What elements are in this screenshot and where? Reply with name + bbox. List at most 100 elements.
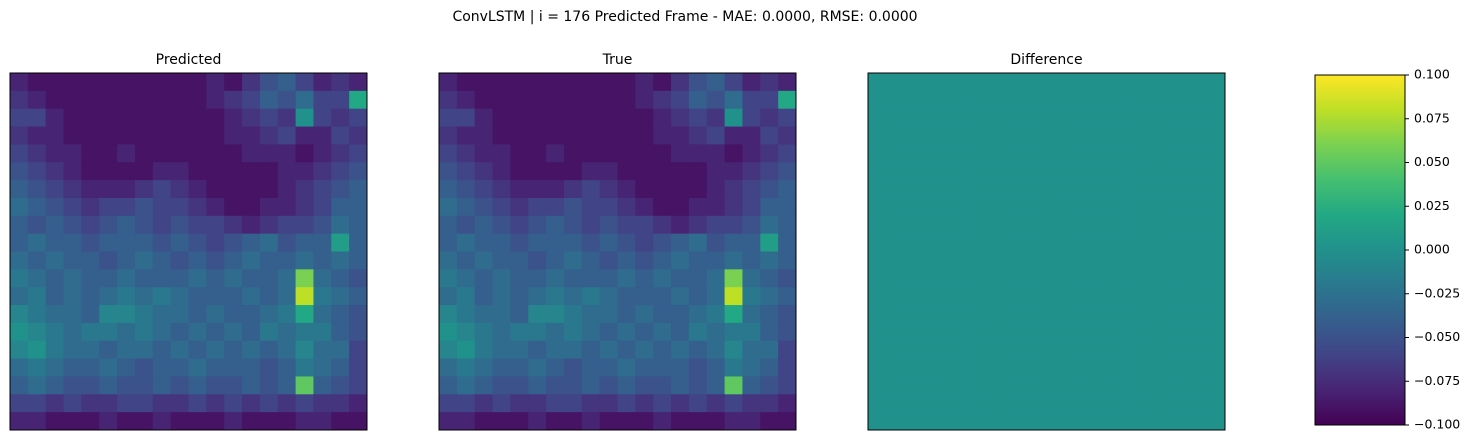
heatmap-cell [868, 340, 887, 360]
heatmap-cell [45, 215, 65, 235]
heatmap-cell [313, 358, 332, 377]
panel-title: True [602, 52, 633, 68]
heatmap-cell [224, 215, 243, 235]
heatmap-cell [295, 126, 314, 145]
heatmap-cell [546, 126, 565, 145]
heatmap-cell [706, 251, 726, 270]
heatmap-cell [1171, 340, 1190, 360]
heatmap-cell [546, 233, 565, 252]
heatmap-cell [617, 126, 636, 145]
heatmap-cell [510, 233, 529, 252]
heatmap-cell [706, 287, 726, 306]
heatmap-cell [563, 305, 583, 324]
heatmap-cell [242, 126, 261, 145]
heatmap-cell [456, 251, 476, 270]
heatmap-cell [81, 287, 100, 306]
heatmap-cell [957, 108, 976, 128]
heatmap-cell [474, 269, 494, 288]
heatmap-cell [778, 358, 797, 377]
heatmap-cell [439, 90, 458, 110]
heatmap-cell [152, 90, 172, 110]
heatmap-cell [10, 269, 29, 288]
heatmap-cell [439, 197, 458, 217]
heatmap-cell [1028, 215, 1047, 235]
heatmap-cell [456, 215, 476, 235]
heatmap-cell [1153, 197, 1172, 217]
heatmap-cell [313, 108, 332, 128]
heatmap-cell [724, 412, 743, 431]
heatmap-cell [1207, 108, 1226, 128]
heatmap-cell [492, 73, 511, 92]
heatmap-cell [921, 126, 940, 145]
heatmap-cell [671, 322, 690, 342]
heatmap-cell [778, 322, 797, 342]
heatmap-cell [688, 394, 708, 413]
heatmap-cell [1028, 251, 1047, 270]
heatmap-cell [1010, 108, 1030, 128]
heatmap-cell [760, 322, 779, 342]
heatmap-cell [224, 162, 243, 181]
heatmap-cell [992, 412, 1012, 431]
heatmap-cell [510, 251, 529, 270]
heatmap-cell [1010, 394, 1030, 413]
heatmap-cell [510, 305, 529, 324]
heatmap-cell [903, 108, 923, 128]
heatmap-cell [63, 233, 82, 252]
heatmap-cell [313, 126, 332, 145]
heatmap-cell [492, 162, 511, 181]
heatmap-cell [653, 322, 672, 342]
heatmap-cell [546, 215, 565, 235]
heatmap-cell [778, 412, 797, 431]
heatmap-cell [528, 215, 547, 235]
heatmap-cell [563, 144, 583, 163]
heatmap-cell [742, 322, 761, 342]
heatmap-cell [439, 376, 458, 395]
heatmap-cell [27, 126, 47, 145]
heatmap-cell [10, 215, 29, 235]
heatmap-cell [688, 305, 708, 324]
heatmap-cell [1153, 412, 1172, 431]
heatmap-cell [134, 108, 154, 128]
heatmap-cell [439, 340, 458, 360]
heatmap-cell [957, 215, 976, 235]
heatmap-cell [1046, 322, 1065, 342]
heatmap-cell [27, 180, 47, 199]
heatmap-cell [706, 233, 726, 252]
heatmap-cell [546, 394, 565, 413]
heatmap-cell [1100, 305, 1119, 324]
heatmap-cell [206, 180, 225, 199]
heatmap-cell [170, 197, 189, 217]
heatmap-cell [1046, 215, 1065, 235]
heatmap-cell [688, 126, 708, 145]
heatmap-cell [868, 233, 887, 252]
heatmap-cell [1117, 340, 1137, 360]
heatmap-cell [1153, 305, 1172, 324]
heatmap-cell [992, 144, 1012, 163]
heatmap-cell [975, 233, 994, 252]
heatmap-cell [295, 233, 314, 252]
heatmap-cell [242, 340, 261, 360]
heatmap-cell [528, 394, 547, 413]
heatmap-cell [349, 180, 368, 199]
colorbar-tick-label: 0.050 [1414, 154, 1450, 169]
heatmap-cell [975, 358, 994, 377]
heatmap-cell [724, 180, 743, 199]
heatmap-cell [1153, 144, 1172, 163]
heatmap-cell [528, 108, 547, 128]
heatmap-cell [688, 162, 708, 181]
heatmap-cell [242, 90, 261, 110]
heatmap-cell [1207, 269, 1226, 288]
heatmap-cell [635, 269, 654, 288]
heatmap-cell [724, 108, 743, 128]
heatmap-cell [706, 412, 726, 431]
heatmap-cell [439, 305, 458, 324]
heatmap-cell [546, 376, 565, 395]
heatmap-cell [868, 322, 887, 342]
heatmap-cell [778, 126, 797, 145]
heatmap-cell [277, 90, 297, 110]
heatmap-cell [349, 305, 368, 324]
heatmap-cell [1064, 215, 1083, 235]
heatmap-cell [1046, 73, 1065, 92]
heatmap-cell [868, 305, 887, 324]
colorbar-tick-label: −0.025 [1414, 285, 1460, 300]
